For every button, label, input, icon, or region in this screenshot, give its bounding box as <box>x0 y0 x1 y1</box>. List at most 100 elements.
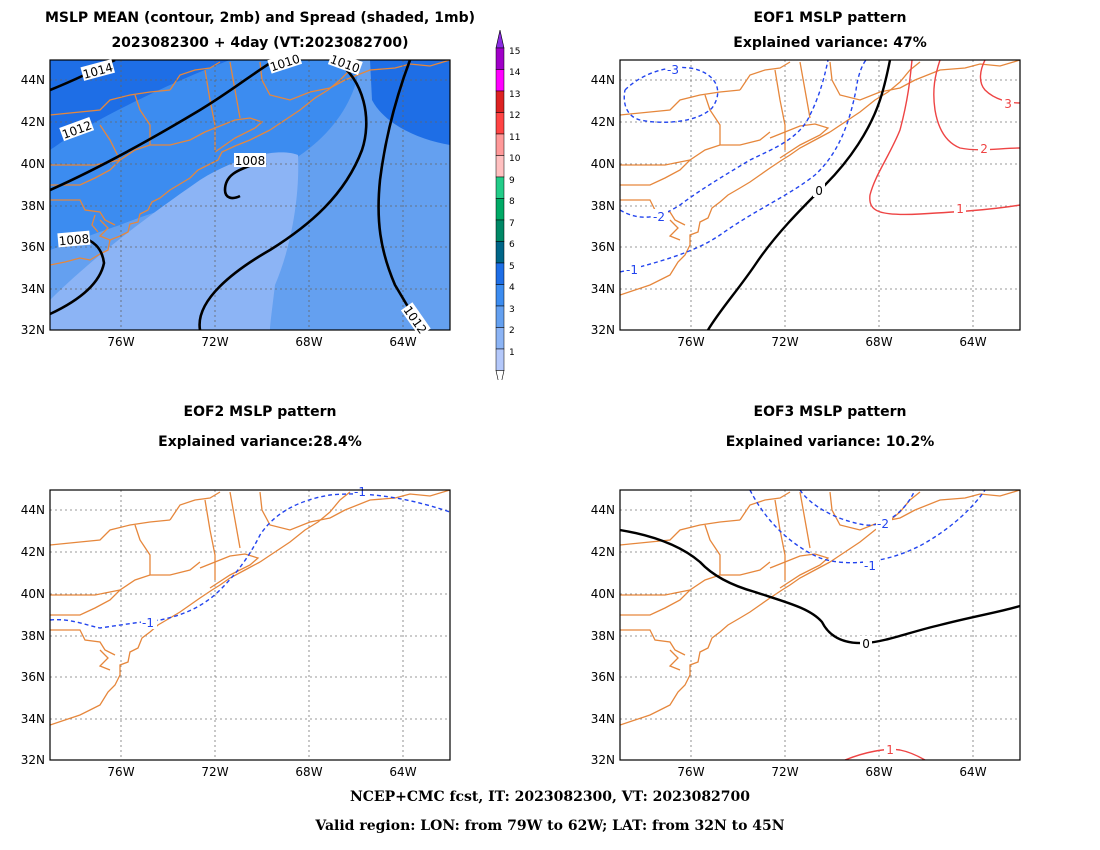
svg-text:64W: 64W <box>959 765 986 779</box>
forecast-info: NCEP+CMC fcst, IT: 2023082300, VT: 20230… <box>349 789 751 805</box>
svg-text:42N: 42N <box>21 545 45 559</box>
svg-text:72W: 72W <box>771 765 798 779</box>
eof2-contour-label: -1 <box>354 485 366 499</box>
eof2-gridlines <box>50 490 450 760</box>
svg-text:68W: 68W <box>865 765 892 779</box>
svg-text:76W: 76W <box>107 765 134 779</box>
eof2-lat-labels: 44N 42N 40N 38N 36N 34N 32N <box>21 503 45 767</box>
colorbar-label: 10 <box>509 154 521 164</box>
colorbar-bottom-arrow <box>495 370 505 380</box>
colorbar-swatch <box>495 262 505 285</box>
colorbar-top-arrow <box>495 30 505 49</box>
eof3-panel-title: EOF3 MSLP pattern <box>753 404 907 420</box>
mean-panel-title: MSLP MEAN (contour, 2mb) and Spread (sha… <box>45 10 475 26</box>
eof2-map: -1 -1 44N 42N 40N 38N 36N 34N 32N 76W 72W 68W 64… <box>21 484 451 779</box>
mean-gridlines <box>50 60 450 330</box>
colorbar-label: 14 <box>509 68 521 78</box>
eof3-map-frame <box>619 489 1021 761</box>
svg-text:36N: 36N <box>21 670 45 684</box>
colorbar-label: 6 <box>509 240 515 250</box>
eof1-contour-label: 3 <box>1004 97 1012 111</box>
svg-text:76W: 76W <box>677 335 704 349</box>
colorbar-label: 13 <box>509 90 520 100</box>
svg-text:42N: 42N <box>591 115 615 129</box>
colorbar-label: 7 <box>509 219 515 229</box>
mean-isobar-label: 1008 <box>235 154 266 168</box>
colorbar-label: 15 <box>509 47 520 57</box>
eof1-coastlines <box>620 60 1020 296</box>
eof3-contour-label: -2 <box>877 517 889 531</box>
svg-text:40N: 40N <box>21 587 45 601</box>
colorbar-swatches <box>495 30 505 380</box>
eof1-contour-label: -1 <box>626 263 638 277</box>
mean-spread-map: 1014 1012 1010 1010 1008 1008 1012 44N42… <box>21 50 451 349</box>
svg-text:64W: 64W <box>389 335 416 349</box>
colorbar-label: 11 <box>509 133 520 143</box>
eof2-lon-labels: 76W 72W 68W 64W <box>107 765 416 779</box>
svg-text:32N: 32N <box>21 323 45 337</box>
mean-lon-labels: 76W 72W 68W 64W <box>107 335 416 349</box>
colorbar-swatch <box>495 176 505 199</box>
spread-shade-5-northwest <box>50 60 230 150</box>
colorbar-swatch <box>495 69 505 92</box>
eof1-contour-label: 1 <box>956 202 964 216</box>
valid-region: Valid region: LON: from 79W to 62W; LAT:… <box>315 818 785 834</box>
colorbar-label: 8 <box>509 197 515 207</box>
svg-text:44N: 44N <box>591 503 615 517</box>
mean-panel-subtitle: 2023082300 + 4day (VT:2023082700) <box>111 35 409 51</box>
eof3-lat-labels: 44N 42N 40N 38N 36N 34N 32N <box>591 503 615 767</box>
svg-text:32N: 32N <box>591 323 615 337</box>
svg-text:38N: 38N <box>591 199 615 213</box>
svg-text:68W: 68W <box>295 765 322 779</box>
eof1-contour-label: -3 <box>667 63 679 77</box>
svg-text:38N: 38N <box>21 629 45 643</box>
svg-text:36N: 36N <box>591 240 615 254</box>
eof2-contour-label: -1 <box>142 616 154 630</box>
svg-text:38N: 38N <box>21 199 45 213</box>
colorbar-swatch <box>495 241 505 264</box>
mean-map-frame <box>49 59 451 331</box>
colorbar-swatch <box>495 219 505 242</box>
eof1-panel-title: EOF1 MSLP pattern <box>753 10 907 26</box>
svg-text:40N: 40N <box>21 157 45 171</box>
svg-text:64W: 64W <box>389 765 416 779</box>
spread-shade-5-northeast <box>370 60 450 145</box>
svg-text:34N: 34N <box>21 712 45 726</box>
eof3-contour-label: 0 <box>862 637 870 651</box>
eof2-contours <box>50 493 450 629</box>
eof3-panel-subtitle: Explained variance: 10.2% <box>725 434 935 450</box>
colorbar-labels: 15 14 13 12 11 10 9 8 7 6 5 4 3 2 1 <box>509 47 521 358</box>
svg-text:34N: 34N <box>591 712 615 726</box>
svg-text:40N: 40N <box>591 587 615 601</box>
colorbar-label: 9 <box>509 176 515 186</box>
eof2-panel-subtitle: Explained variance:28.4% <box>158 434 362 450</box>
colorbar-swatch <box>495 155 505 178</box>
svg-text:44N: 44N <box>591 73 615 87</box>
eof1-map-frame <box>619 59 1021 331</box>
eof1-lat-labels: 44N 42N 40N 38N 36N 34N 32N <box>591 73 615 337</box>
svg-text:34N: 34N <box>21 282 45 296</box>
svg-text:68W: 68W <box>865 335 892 349</box>
svg-text:72W: 72W <box>201 765 228 779</box>
colorbar-swatch <box>495 348 505 371</box>
eof1-lon-labels: 76W 72W 68W 64W <box>677 335 986 349</box>
colorbar-swatch <box>495 133 505 156</box>
svg-text:44N: 44N <box>21 503 45 517</box>
eof3-lon-labels: 76W 72W 68W 64W <box>677 765 986 779</box>
svg-text:42N: 42N <box>21 115 45 129</box>
eof2-coastlines <box>50 490 450 726</box>
colorbar-label: 12 <box>509 111 520 121</box>
colorbar-swatch <box>495 90 505 113</box>
eof2-map-frame <box>49 489 451 761</box>
colorbar-label: 4 <box>509 283 515 293</box>
svg-text:72W: 72W <box>771 335 798 349</box>
svg-text:40N: 40N <box>591 157 615 171</box>
colorbar-swatch <box>495 305 505 328</box>
svg-text:44N: 44N <box>21 73 45 87</box>
eof3-coastlines <box>620 490 1020 726</box>
svg-text:36N: 36N <box>21 240 45 254</box>
mean-isobar-label: 1008 <box>58 232 90 249</box>
colorbar-swatch <box>495 198 505 221</box>
eof2-panel-title: EOF2 MSLP pattern <box>183 404 337 420</box>
